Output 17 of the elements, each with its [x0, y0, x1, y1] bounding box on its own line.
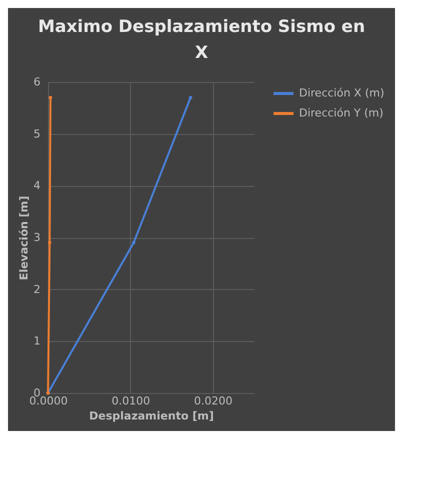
y-tick-label: 5 [34, 127, 40, 140]
x-tick-label: 0.0000 [29, 394, 68, 408]
y-tick-label: 2 [34, 282, 40, 296]
x-tick-label: 0.0100 [112, 394, 150, 408]
x-axis-title: Desplazamiento [m] [89, 410, 214, 422]
y-tick-label: 6 [34, 76, 40, 88]
y-tick-label: 4 [34, 179, 40, 192]
y-axis-title: Elevación [m] [18, 196, 30, 280]
x-tick-label: 0.0200 [194, 394, 233, 408]
y-tick-label: 1 [34, 334, 40, 348]
point [48, 96, 52, 100]
y-tick-label: 3 [34, 231, 40, 244]
legend-label: Dirección X (m) [299, 86, 384, 100]
point [188, 96, 192, 100]
legend-label: Dirección Y (m) [299, 106, 384, 120]
chart-title: Maximo Desplazamiento Sismo en X [38, 17, 366, 63]
point [132, 240, 136, 244]
